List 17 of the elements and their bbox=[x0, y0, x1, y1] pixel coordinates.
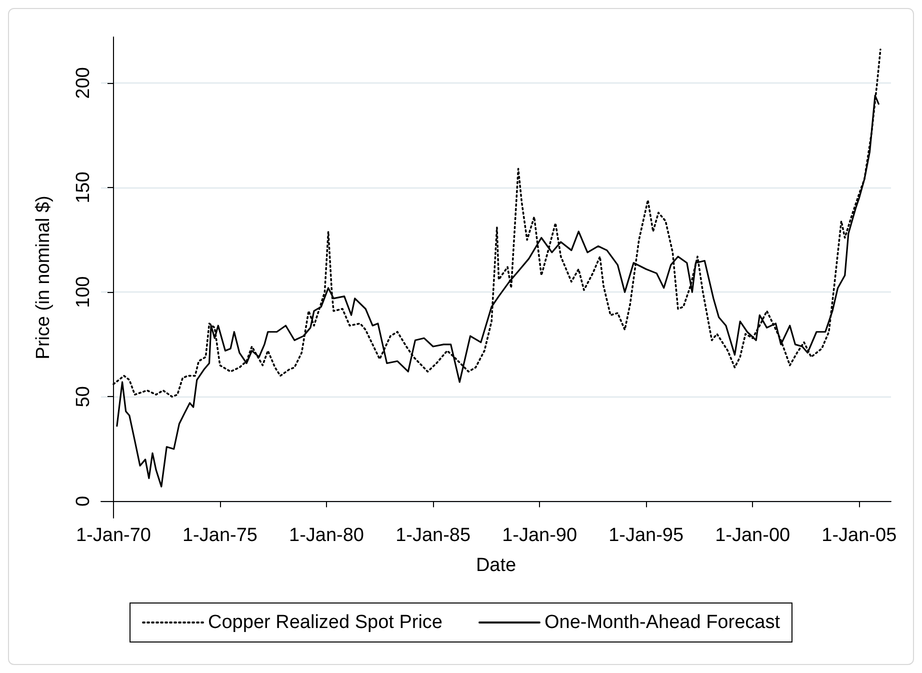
y-tick-label: 150 bbox=[73, 172, 94, 204]
legend-label: One-Month-Ahead Forecast bbox=[544, 612, 781, 633]
y-tick-label: 200 bbox=[73, 67, 94, 99]
y-axis-title: Price (in nominal $) bbox=[33, 196, 54, 360]
x-tick-label: 1-Jan-85 bbox=[396, 525, 471, 546]
x-tick-label: 1-Jan-70 bbox=[76, 525, 151, 546]
y-tick-label: 100 bbox=[73, 276, 94, 308]
x-tick-label: 1-Jan-80 bbox=[289, 525, 364, 546]
x-axis-title: Date bbox=[476, 555, 516, 576]
x-tick-label: 1-Jan-00 bbox=[715, 525, 790, 546]
x-tick-label: 1-Jan-75 bbox=[182, 525, 258, 546]
x-tick-label: 1-Jan-95 bbox=[608, 525, 684, 546]
x-tick-label: 1-Jan-05 bbox=[822, 525, 897, 546]
y-tick-label: 50 bbox=[73, 386, 94, 408]
y-tick-label: 0 bbox=[73, 496, 94, 507]
legend-label: Copper Realized Spot Price bbox=[208, 612, 442, 633]
x-tick-label: 1-Jan-90 bbox=[502, 525, 578, 546]
